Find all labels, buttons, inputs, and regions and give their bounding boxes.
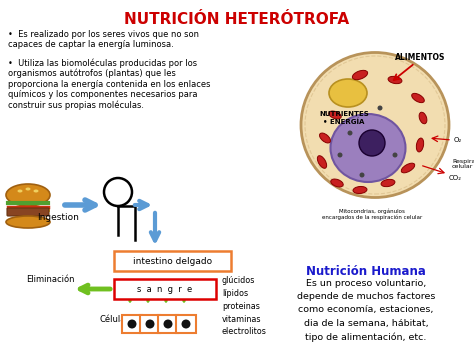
Circle shape xyxy=(392,153,398,158)
Ellipse shape xyxy=(352,70,368,80)
Text: glúcidos
lípidos
proteinas
vitaminas
electrolitos: glúcidos lípidos proteinas vitaminas ele… xyxy=(222,276,267,337)
Ellipse shape xyxy=(329,79,367,107)
FancyBboxPatch shape xyxy=(7,208,49,216)
Circle shape xyxy=(359,173,365,178)
Ellipse shape xyxy=(381,179,395,187)
Ellipse shape xyxy=(353,186,367,193)
Ellipse shape xyxy=(18,190,22,192)
Ellipse shape xyxy=(331,179,343,187)
Circle shape xyxy=(128,320,137,328)
Text: Nutrición Humana: Nutrición Humana xyxy=(306,265,426,278)
Text: NUTRICIÓN HETERÓTROFA: NUTRICIÓN HETERÓTROFA xyxy=(125,12,349,27)
Circle shape xyxy=(182,320,191,328)
Circle shape xyxy=(146,320,155,328)
Circle shape xyxy=(337,153,343,158)
Ellipse shape xyxy=(329,111,341,119)
Text: Eliminación: Eliminación xyxy=(26,274,74,284)
Ellipse shape xyxy=(26,187,30,191)
Ellipse shape xyxy=(301,53,449,197)
Circle shape xyxy=(164,320,173,328)
Ellipse shape xyxy=(419,112,427,124)
FancyBboxPatch shape xyxy=(122,315,142,333)
Ellipse shape xyxy=(318,156,327,168)
Ellipse shape xyxy=(401,163,415,173)
Ellipse shape xyxy=(6,184,50,206)
Text: O₂: O₂ xyxy=(454,137,462,143)
Ellipse shape xyxy=(416,138,424,152)
Text: Respiración
celular: Respiración celular xyxy=(452,158,474,169)
FancyBboxPatch shape xyxy=(114,279,216,299)
Text: Mitocondrias, orgánulos
encargados de la respiración celular: Mitocondrias, orgánulos encargados de la… xyxy=(322,208,422,220)
FancyBboxPatch shape xyxy=(114,251,231,271)
FancyBboxPatch shape xyxy=(158,315,178,333)
Ellipse shape xyxy=(388,76,402,84)
Ellipse shape xyxy=(34,190,38,192)
Text: s  a  n  g  r  e: s a n g r e xyxy=(137,284,192,294)
FancyBboxPatch shape xyxy=(140,315,160,333)
FancyBboxPatch shape xyxy=(176,315,196,333)
Circle shape xyxy=(347,131,353,136)
Ellipse shape xyxy=(319,133,330,143)
Text: CO₂: CO₂ xyxy=(449,175,462,181)
Ellipse shape xyxy=(412,93,424,103)
Ellipse shape xyxy=(330,114,405,182)
Text: Ingestion: Ingestion xyxy=(37,213,79,223)
Ellipse shape xyxy=(6,216,50,228)
Text: •  Utiliza las biomoléculas producidas por los
organismos autótrofos (plantas) q: • Utiliza las biomoléculas producidas po… xyxy=(8,58,210,110)
Text: •  Es realizado por los seres vivos que no son
capaces de captar la energía lumi: • Es realizado por los seres vivos que n… xyxy=(8,30,199,49)
Circle shape xyxy=(359,130,385,156)
Text: ALIMENTOS: ALIMENTOS xyxy=(395,54,445,62)
Text: NUTRIENTES
• ENERGÍA: NUTRIENTES • ENERGÍA xyxy=(319,111,369,125)
Text: Células: Células xyxy=(100,316,131,324)
Text: intestino delgado: intestino delgado xyxy=(133,257,212,266)
Text: Es un proceso voluntario,
depende de muchos factores
como economía, estaciones,
: Es un proceso voluntario, depende de muc… xyxy=(297,279,435,342)
Circle shape xyxy=(377,105,383,110)
